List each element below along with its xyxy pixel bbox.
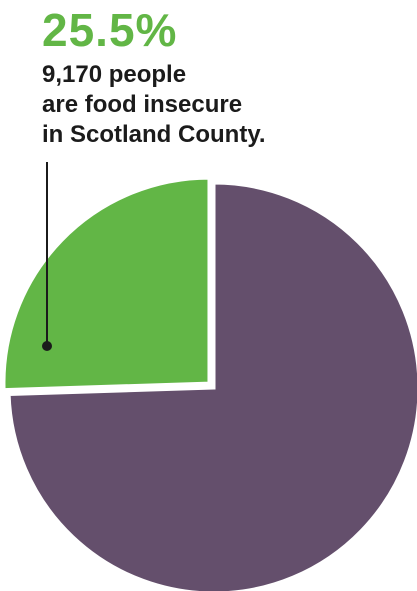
- caption: 9,170 people are food insecure in Scotla…: [42, 60, 266, 150]
- caption-line-1: 9,170 people: [42, 61, 187, 88]
- annotation-leader-dot: [42, 341, 52, 351]
- pie-slice-food-insecure: [2, 176, 211, 392]
- caption-line-3: in Scotland County.: [42, 121, 266, 148]
- pie-slice-food-secure: [7, 181, 417, 591]
- headline-percent: 25.5%: [42, 4, 178, 56]
- caption-line-2: are food insecure: [42, 91, 243, 118]
- annotation-leader: [42, 162, 52, 351]
- pie-slices: [2, 176, 417, 591]
